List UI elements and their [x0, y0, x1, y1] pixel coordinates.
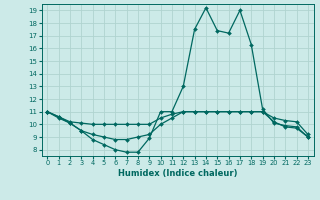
- X-axis label: Humidex (Indice chaleur): Humidex (Indice chaleur): [118, 169, 237, 178]
